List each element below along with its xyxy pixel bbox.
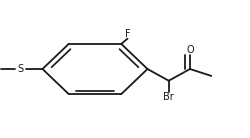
Text: S: S	[17, 64, 23, 74]
Text: O: O	[186, 45, 194, 55]
Text: F: F	[125, 29, 130, 39]
Text: Br: Br	[163, 92, 174, 102]
